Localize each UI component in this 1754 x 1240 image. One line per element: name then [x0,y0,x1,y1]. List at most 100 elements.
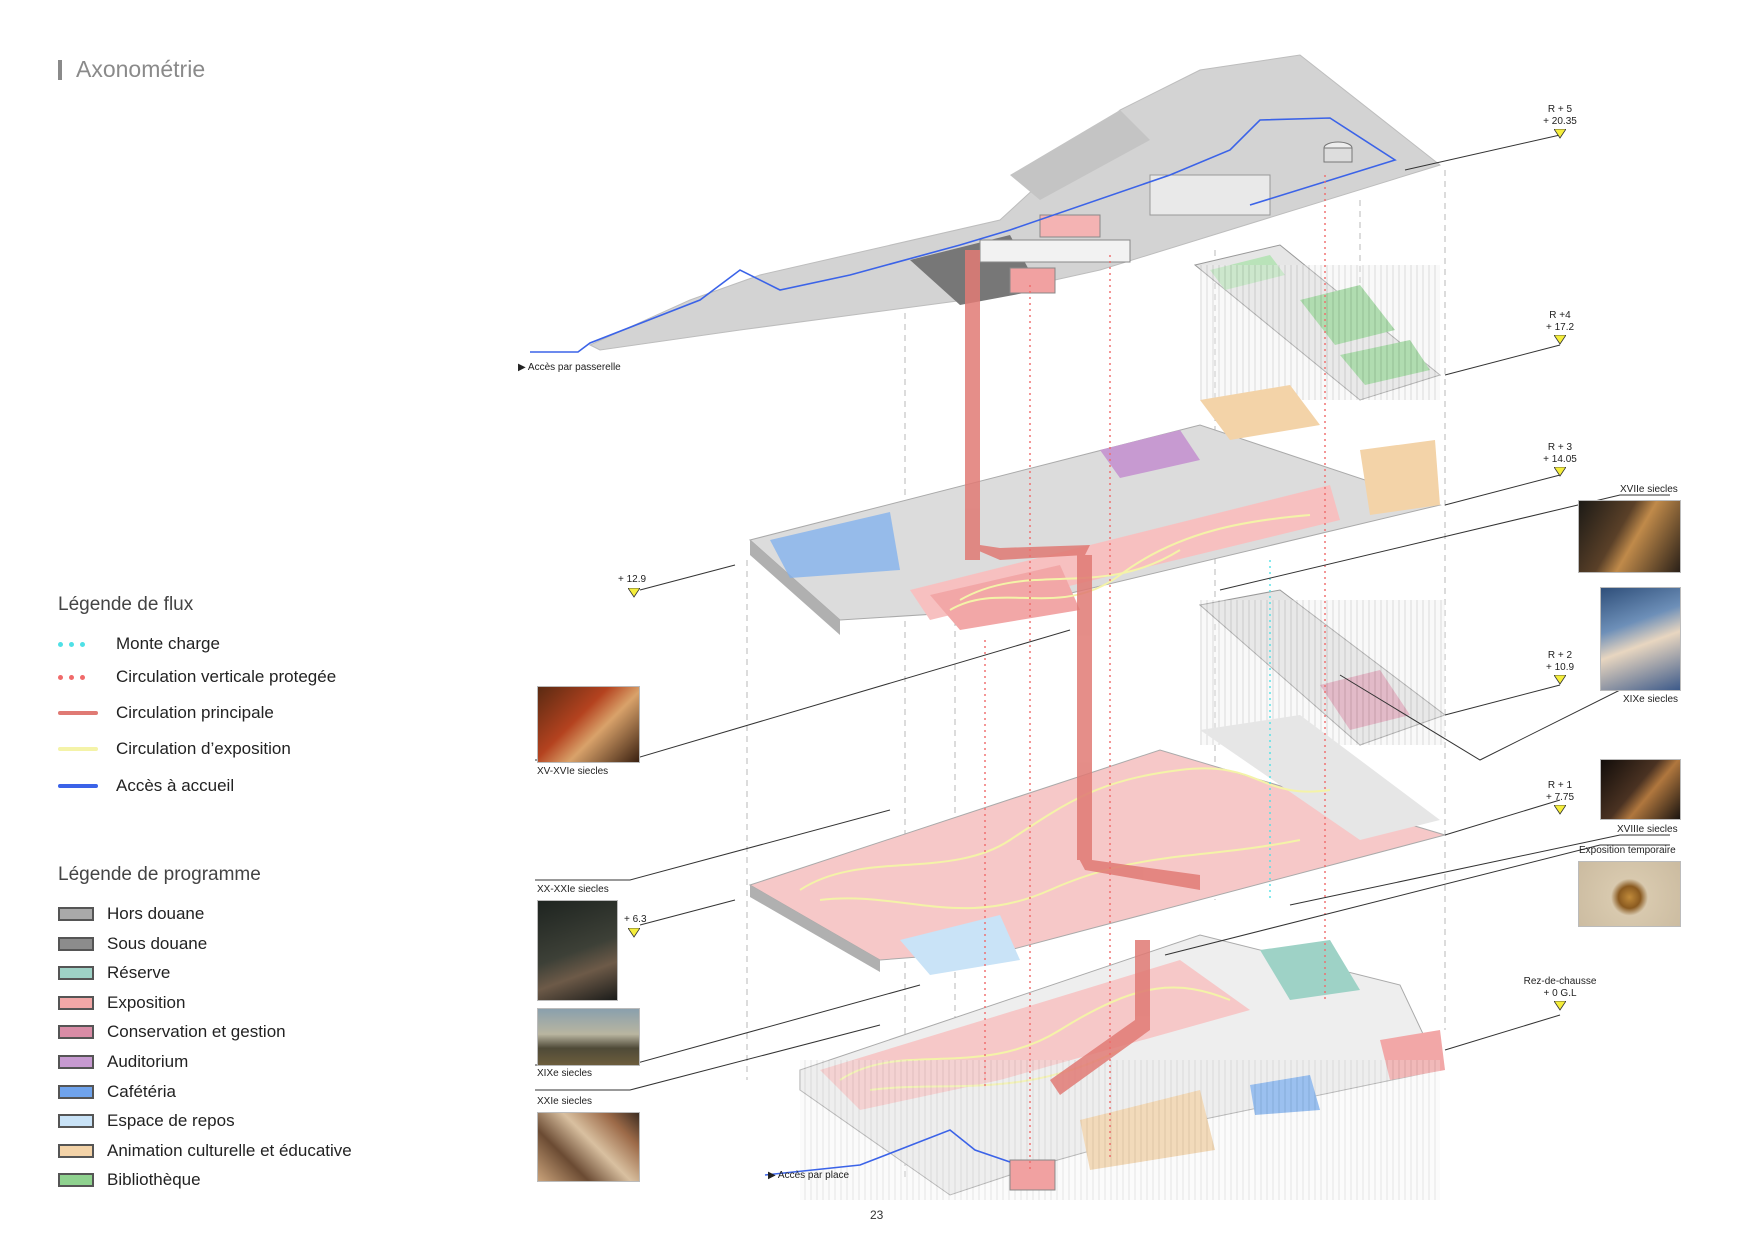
program-legend-item: Espace de repos [58,1111,235,1131]
level-label: Rez-de-chausse + 0 G.L [1520,976,1600,1011]
flux-symbol-icon [58,711,102,715]
level-marker-6-3 [628,928,640,938]
program-swatch [58,1084,94,1099]
gallery-label-xvii: XVIIe siecles [1620,484,1678,495]
play-icon: ▶ [518,362,528,373]
program-swatch [58,995,94,1010]
level-name: R + 5 [1547,104,1573,115]
program-swatch [58,1143,94,1158]
thumb-xviii [1600,759,1681,820]
flux-symbol-icon [58,747,102,751]
flux-symbol-icon [58,674,102,680]
program-legend-label: Exposition [107,992,186,1012]
program-legend-label: Cafétéria [107,1081,176,1101]
level-r5 [530,54,1561,353]
level-label: R + 3 + 14.05 [1520,442,1600,477]
program-legend-item: Réserve [58,963,170,983]
thumb-xxi [537,1112,640,1182]
program-swatch [58,1055,94,1069]
level-marker-12-9 [628,588,640,598]
program-legend-item: Hors douane [58,904,204,924]
level-label-12-9: + 12.9 [618,574,647,585]
gallery-label-xv-xvi: XV-XVIe siecles [537,766,609,777]
level-elevation: + 17.2 [1545,322,1575,333]
flux-legend-heading: Légende de flux [58,594,194,615]
flux-legend-item: Circulation d’exposition [58,739,291,759]
flux-legend-label: Monte charge [116,634,220,653]
program-swatch [58,1114,94,1129]
main-circulation [965,250,1200,1095]
program-swatch [58,936,94,951]
program-swatch [58,966,94,981]
thumb-expo-temp [1578,861,1681,927]
program-legend-label: Animation culturelle et éducative [107,1140,352,1160]
program-legend-item: Cafétéria [58,1082,176,1102]
flux-legend-label: Circulation principale [116,703,274,722]
protected-vertical-circulation [984,175,1326,1170]
program-swatch [58,907,94,921]
gallery-label-expo-temp: Exposition temporaire [1579,845,1676,856]
level-elevation: + 20.35 [1543,116,1577,127]
level-label: R +4 + 17.2 [1520,310,1600,345]
program-legend-item: Bibliothèque [58,1170,201,1190]
level-marker-icon [1554,467,1566,477]
thumb-xvii [1578,500,1681,573]
level-marker-icon [1554,675,1566,685]
program-legend-label: Conservation et gestion [107,1022,286,1042]
title-text: Axonométrie [76,56,206,82]
level-r3 [639,385,1561,635]
flux-legend-label: Circulation d’exposition [116,739,291,758]
program-legend-item: Conservation et gestion [58,1022,286,1042]
program-legend-item: Sous douane [58,934,207,954]
access-place-label: ▶ Accès par place [768,1170,850,1181]
level-marker-icon [1554,1001,1566,1011]
program-legend-item: Exposition [58,993,185,1013]
program-legend-heading: Légende de programme [58,864,261,885]
gallery-label-xviii: XVIIIe siecles [1617,824,1678,835]
program-legend-label: Espace de repos [107,1111,235,1131]
gallery-label-xix-right: XIXe siecles [1623,694,1679,705]
access-passerelle-label: ▶ Accès par passerelle [518,362,621,373]
level-rdc [764,934,1561,1200]
level-name: R +4 [1549,310,1571,321]
level-elevation: + 14.05 [1543,454,1577,465]
program-legend-item: Auditorium [58,1052,188,1072]
level-r2 [1198,589,1561,746]
program-legend-label: Hors douane [107,904,205,923]
thumb-xx-xxi [537,900,618,1001]
thumb-xix-right [1600,587,1681,691]
page-title: Axonométrie [58,56,205,83]
page-number: 23 [870,1208,884,1222]
level-r4 [1193,244,1561,401]
flux-legend-item: Circulation verticale protegée [58,667,336,687]
flux-symbol-icon [58,784,102,788]
level-marker-icon [1554,805,1566,815]
flux-legend-label: Circulation verticale protegée [116,667,337,686]
flux-symbol-icon [58,641,102,647]
level-elevation: + 7.75 [1545,792,1575,803]
program-swatch [58,1025,94,1040]
gallery-label-xix-left: XIXe siecles [537,1068,593,1079]
level-elevation: + 10.9 [1545,662,1575,673]
program-legend-label: Auditorium [107,1052,189,1071]
flux-legend-label: Accès à accueil [116,776,235,795]
program-swatch [58,1173,94,1188]
gallery-label-xxi: XXIe siecles [537,1096,593,1107]
flux-legend-item: Circulation principale [58,703,274,723]
level-name: Rez-de-chausse [1523,976,1597,987]
thumb-xix-left [537,1008,640,1066]
flux-legend-item: Monte charge [58,634,220,654]
program-legend-label: Bibliothèque [107,1170,201,1190]
level-label: R + 5 + 20.35 [1520,104,1600,139]
level-marker-icon [1554,335,1566,345]
level-name: R + 1 [1547,780,1573,791]
level-elevation: + 0 G.L [1543,988,1577,999]
thumb-xv-xvi [537,686,640,763]
gallery-label-xx-xxi: XX-XXIe siecles [537,884,609,895]
level-marker-icon [1554,129,1566,139]
level-r1 [639,715,1561,975]
program-legend-item: Animation culturelle et éducative [58,1141,352,1161]
flux-legend-item: Accès à accueil [58,776,234,796]
play-icon: ▶ [768,1170,778,1181]
program-legend-label: Sous douane [107,933,208,953]
